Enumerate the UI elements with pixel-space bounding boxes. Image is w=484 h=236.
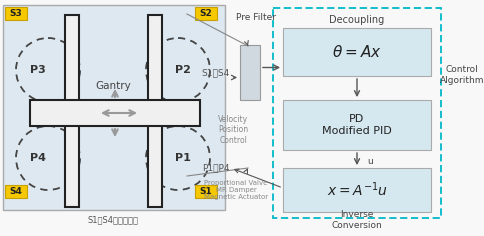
Bar [273,8,441,218]
Text: P1: P1 [175,153,191,163]
Bar [30,100,200,126]
Bar [65,15,79,207]
Text: Control
Algorithm: Control Algorithm [440,65,484,85]
Bar [3,5,225,210]
Text: S2: S2 [199,9,212,18]
Bar [195,7,217,20]
Text: P2: P2 [175,65,191,75]
Text: u: u [367,156,373,165]
Text: Inverse
Conversion: Inverse Conversion [332,210,382,230]
Bar [195,185,217,198]
Text: S4: S4 [10,187,22,196]
Bar [283,168,431,212]
Text: PD
Modified PID: PD Modified PID [322,114,392,136]
Text: S1～S4: S1～S4 [202,68,230,77]
Text: $\theta =Ax$: $\theta =Ax$ [332,44,382,60]
Text: P1～P4: P1～P4 [202,164,230,173]
Text: Decoupling: Decoupling [330,15,385,25]
Text: P4: P4 [30,153,46,163]
Text: $x =A^{-1}u$: $x =A^{-1}u$ [327,181,388,199]
Bar [283,28,431,76]
Text: Proportional Valve
MR Damper
Magnetic Actuator: Proportional Valve MR Damper Magnetic Ac… [204,180,268,200]
Bar [240,45,260,100]
Text: Pre Filter: Pre Filter [236,13,276,22]
Text: Velocity
Position
Control: Velocity Position Control [218,115,248,145]
Text: S3: S3 [10,9,22,18]
Text: S1: S1 [199,187,212,196]
Bar [148,15,162,207]
Bar [5,7,27,20]
Text: P3: P3 [30,65,46,75]
Bar [283,100,431,150]
Bar [5,185,27,198]
Text: Gantry: Gantry [95,81,131,91]
Text: S1～S4：반위센서: S1～S4：반위센서 [88,215,138,224]
